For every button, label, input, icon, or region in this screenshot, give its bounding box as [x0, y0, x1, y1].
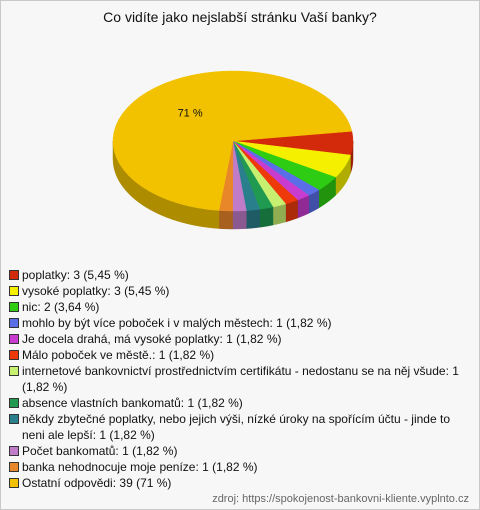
- legend-label: Málo poboček ve městě.: [22, 348, 159, 362]
- legend-entry: poplatky3 (5,45 %): [9, 267, 467, 283]
- legend-entry: internetové bankovnictví prostřednictvím…: [9, 363, 467, 395]
- legend-swatch: [9, 398, 19, 408]
- legend-entry: Ostatní odpovědi39 (71 %): [9, 475, 467, 491]
- slice-side: [232, 210, 247, 230]
- slice: [112, 70, 353, 229]
- slice-top: [112, 70, 353, 211]
- legend-label: Ostatní odpovědi: [22, 476, 119, 490]
- legend-label: banka nehodnocuje moje peníze: [22, 460, 202, 474]
- legend-swatch: [9, 446, 19, 456]
- legend-entry: Počet bankomatů1 (1,82 %): [9, 443, 467, 459]
- slice: [232, 140, 274, 228]
- legend-value: 1 (1,82 %): [122, 444, 178, 458]
- legend-entry: někdy zbytečné poplatky, nebo jejich výš…: [9, 411, 467, 443]
- slice: [232, 140, 351, 196]
- legend-swatch: [9, 414, 19, 424]
- legend-entry: vysoké poplatky3 (5,45 %): [9, 283, 467, 299]
- legend-label: absence vlastních bankomatů: [22, 396, 187, 410]
- legend-value: 1 (1,82 %): [187, 396, 243, 410]
- legend-swatch: [9, 366, 19, 376]
- slice-side: [246, 208, 261, 229]
- slice: [232, 140, 320, 214]
- legend-entry: Málo poboček ve městě.1 (1,82 %): [9, 347, 467, 363]
- legend-label: mohlo by být více poboček i v malých měs…: [22, 316, 276, 330]
- legend-label: někdy zbytečné poplatky, nebo jejich výš…: [22, 412, 450, 442]
- slice-side: [259, 206, 274, 228]
- legend-swatch: [9, 270, 19, 280]
- legend-label: nic: [22, 300, 44, 314]
- legend-swatch: [9, 462, 19, 472]
- slice-side: [272, 203, 286, 226]
- legend-entry: nic2 (3,64 %): [9, 299, 467, 315]
- source-note: zdroj: https://spokojenost-bankovni-klie…: [212, 493, 469, 505]
- legend-label: internetové bankovnictví prostřednictvím…: [22, 364, 452, 378]
- legend-swatch: [9, 478, 19, 488]
- legend-value: 1 (1,82 %): [158, 348, 215, 362]
- legend-value: 3 (5,45 %): [114, 284, 170, 298]
- legend-entry: Je docela drahá, má vysoké poplatky1 (1,…: [9, 331, 467, 347]
- legend-swatch: [9, 286, 19, 296]
- legend: poplatky3 (5,45 %)vysoké poplatky3 (5,45…: [9, 267, 467, 491]
- legend-value: 2 (3,64 %): [44, 300, 100, 314]
- legend-value: 1 (1,82 %): [22, 364, 459, 394]
- legend-entry: absence vlastních bankomatů1 (1,82 %): [9, 395, 467, 411]
- legend-value: 1 (1,82 %): [99, 428, 155, 442]
- legend-entry: mohlo by být více poboček i v malých měs…: [9, 315, 467, 331]
- slice-side: [218, 210, 233, 230]
- legend-value: 39 (71 %): [119, 476, 172, 490]
- legend-swatch: [9, 334, 19, 344]
- legend-swatch: [9, 350, 19, 360]
- legend-value: 3 (5,45 %): [73, 268, 129, 282]
- legend-swatch: [9, 302, 19, 312]
- legend-entry: banka nehodnocuje moje peníze1 (1,82 %): [9, 459, 467, 475]
- legend-label: vysoké poplatky: [22, 284, 114, 298]
- pie-area: Co vidíte jako nejslabší stránku Vaší ba…: [103, 9, 377, 230]
- legend-label: Je docela drahá, má vysoké poplatky: [22, 332, 226, 346]
- chart-title: Co vidíte jako nejslabší stránku Vaší ba…: [103, 9, 377, 25]
- legend-value: 1 (1,82 %): [226, 332, 282, 346]
- legend-label: poplatky: [22, 268, 73, 282]
- slice-label: 71 %: [178, 108, 203, 120]
- legend-label: Počet bankomatů: [22, 444, 122, 458]
- slice: [232, 140, 287, 226]
- legend-value: 1 (1,82 %): [202, 460, 258, 474]
- legend-swatch: [9, 318, 19, 328]
- legend-value: 1 (1,82 %): [276, 316, 332, 330]
